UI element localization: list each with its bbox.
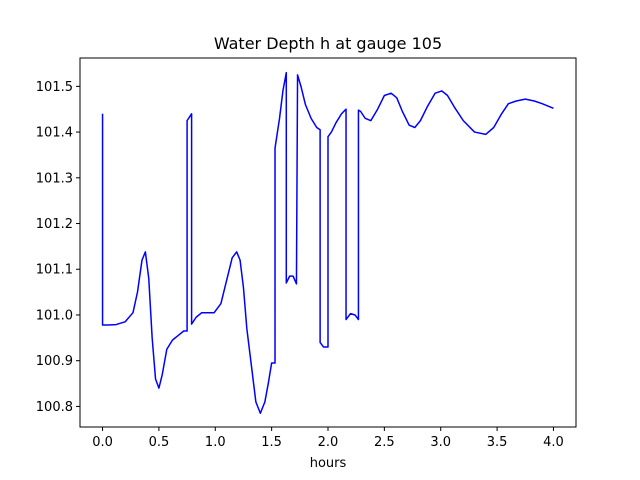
x-tick-label: 1.5 xyxy=(261,435,282,450)
x-tick-label: 0.5 xyxy=(149,435,170,450)
x-tick-label: 2.0 xyxy=(318,435,339,450)
y-tick-label: 100.9 xyxy=(36,354,73,369)
y-tick-label: 101.4 xyxy=(36,126,73,141)
y-axis: 100.8 100.9 101.0 101.1 101.2 101.3 101.4 101.5 xyxy=(36,80,80,415)
x-tick-label: 1.0 xyxy=(205,435,226,450)
x-tick-label: 3.0 xyxy=(430,435,451,450)
y-tick-label: 101.0 xyxy=(36,308,73,323)
x-tick-label: 4.0 xyxy=(543,435,564,450)
y-tick-label: 101.1 xyxy=(36,263,73,278)
series-layer xyxy=(101,71,554,415)
water-depth-line xyxy=(101,71,554,415)
x-axis-label: hours xyxy=(310,456,347,471)
y-tick-label: 101.3 xyxy=(36,171,73,186)
x-axis: 0.0 0.5 1.0 1.5 2.0 2.5 3.0 3.5 4.0 xyxy=(92,427,564,450)
y-tick-label: 101.5 xyxy=(36,80,73,95)
y-tick-label: 100.8 xyxy=(36,400,73,415)
chart-title: Water Depth h at gauge 105 xyxy=(214,34,442,53)
x-tick-label: 2.5 xyxy=(374,435,395,450)
x-tick-label: 0.0 xyxy=(92,435,113,450)
y-tick-label: 101.2 xyxy=(36,217,73,232)
x-tick-label: 3.5 xyxy=(487,435,508,450)
